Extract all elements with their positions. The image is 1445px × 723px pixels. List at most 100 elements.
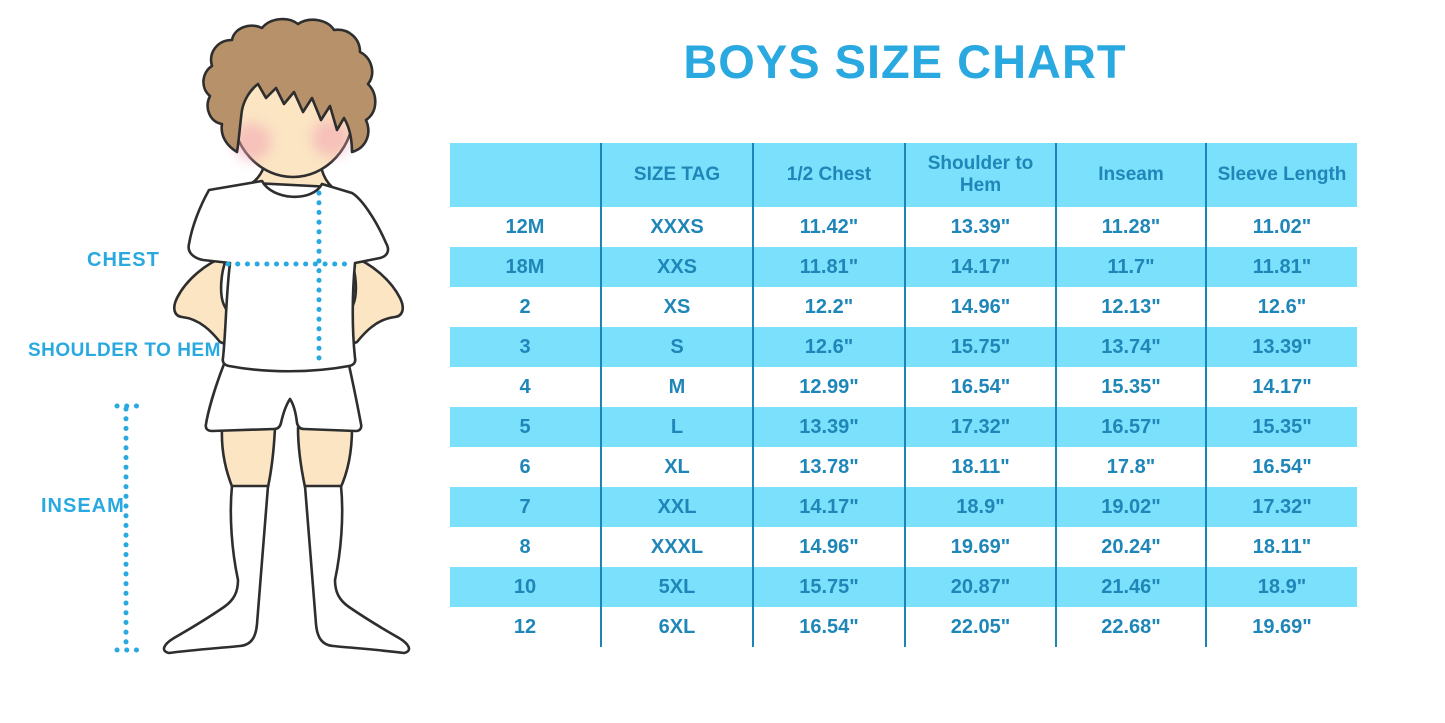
table-cell: 4 [450,367,602,407]
table-row: 5 L 13.39" 17.32" 16.57" 15.35" [450,407,1357,447]
table-cell: 13.39" [905,207,1057,247]
table-cell: 11.81" [1206,247,1357,287]
column-header-half-chest: 1/2 Chest [753,143,906,207]
table-cell: 12.6" [753,327,906,367]
table-cell: 22.68" [1056,607,1207,647]
hair-shape [202,17,377,154]
table-cell: 20.24" [1056,527,1207,567]
table-row: 4 M 12.99" 16.54" 15.35" 14.17" [450,367,1357,407]
table-cell: 14.96" [753,527,906,567]
table-row: 10 5XL 15.75" 20.87" 21.46" 18.9" [450,567,1357,607]
table-cell: 13.39" [753,407,906,447]
table-cell: XL [601,447,754,487]
table-cell: 7 [450,487,602,527]
right-cheek [312,119,350,157]
shorts-shape [204,362,363,433]
table-cell: 6XL [601,607,754,647]
right-arm-shape [341,254,405,349]
size-table-header: SIZE TAG 1/2 Chest Shoulder to Hem Insea… [450,143,1357,207]
table-cell: L [601,407,754,447]
table-cell: 11.81" [753,247,906,287]
table-row: 8 XXXL 14.96" 19.69" 20.24" 18.11" [450,527,1357,567]
table-cell: 21.46" [1056,567,1207,607]
table-cell: 18M [450,247,602,287]
table-cell: 20.87" [905,567,1057,607]
tshirt-shape [187,179,390,373]
shoulder-to-hem-label: SHOULDER TO HEM [28,340,221,361]
table-cell: 11.02" [1252,215,1312,238]
table-cell: 13.74" [1056,327,1207,367]
table-cell: 11.7" [1056,247,1207,287]
page-title: BOYS SIZE CHART [683,35,1127,88]
table-cell: 14.17" [753,487,906,527]
table-row: 7 XXL 14.17" 18.9" 19.02" 17.32" [450,487,1357,527]
table-cell: 17.32" [905,407,1057,447]
table-cell: XS [601,287,754,327]
table-cell: 17.8" [1056,447,1207,487]
table-row: 6 XL 13.78" 18.11" 17.8" 16.54" [450,447,1357,487]
table-cell: 11.28" [1056,207,1207,247]
chest-label: CHEST [87,249,160,271]
header-row: SIZE TAG 1/2 Chest Shoulder to Hem Insea… [450,143,1357,207]
table-cell: 15.75" [753,567,906,607]
table-cell: 16.54" [1252,455,1312,478]
table-cell: 12 [450,607,602,647]
table-cell: 12.6" [1257,295,1307,318]
column-header-size [450,143,602,207]
table-cell: 15.35" [1056,367,1207,407]
right-sock-shape [303,484,411,655]
table-cell: 12M [450,207,602,247]
table-cell: 3 [450,327,602,367]
table-cell: 5 [450,407,602,447]
column-header-shoulder-to-hem: Shoulder to Hem [905,143,1057,207]
table-cell: 14.17" [1252,375,1312,398]
table-cell: 19.02" [1056,487,1207,527]
table-cell: 14.17" [905,247,1057,287]
table-cell: 2 [450,287,602,327]
table-cell: 13.78" [753,447,906,487]
table-cell: 18.9" [1206,567,1357,607]
table-cell: 16.54" [905,367,1057,407]
table-row: 3 S 12.6" 15.75" 13.74" 13.39" [450,327,1357,367]
table-cell: 19.69" [905,527,1057,567]
table-cell: 15.75" [905,327,1057,367]
size-chart-table: SIZE TAG 1/2 Chest Shoulder to Hem Insea… [450,143,1357,647]
table-cell: 12.99" [753,367,906,407]
table-cell: XXXS [601,207,754,247]
table-cell: 18.11" [1252,535,1312,558]
table-cell: 5XL [601,567,754,607]
table-cell: 16.57" [1056,407,1207,447]
table-cell: 11.42" [753,207,906,247]
left-sock-shape [162,484,270,655]
table-cell: 19.69" [1252,615,1312,638]
table-row: 12M XXXS 11.42" 13.39" 11.28" 11.02" [450,207,1357,247]
table-row: 2 XS 12.2" 14.96" 12.13" 12.6" [450,287,1357,327]
table-cell: 12.2" [753,287,906,327]
table-cell: 13.39" [1206,327,1357,367]
table-cell: M [601,367,754,407]
table-cell: 6 [450,447,602,487]
table-row: 12 6XL 16.54" 22.05" 22.68" 19.69" [450,607,1357,647]
table-row: 18M XXS 11.81" 14.17" 11.7" 11.81" [450,247,1357,287]
table-cell: 17.32" [1206,487,1357,527]
table-cell: 14.96" [905,287,1057,327]
table-cell: XXL [601,487,754,527]
column-header-sleeve-length: Sleeve Length [1206,143,1357,207]
boy-measurement-illustration [114,17,411,655]
left-arm-shape [172,254,236,349]
left-leg-shape [220,426,277,491]
table-cell: XXXL [601,527,754,567]
table-cell: 16.54" [753,607,906,647]
left-cheek [233,123,271,161]
size-table-body: 12M XXXS 11.42" 13.39" 11.28" 11.02" 18M XXS 11.… [450,207,1357,647]
column-header-inseam: Inseam [1056,143,1207,207]
table-cell: 8 [450,527,602,567]
table-cell: 10 [450,567,602,607]
table-cell: 18.9" [905,487,1057,527]
table-cell: 15.35" [1206,407,1357,447]
table-cell: 18.11" [905,447,1057,487]
inseam-label: INSEAM [41,495,125,517]
table-cell: S [601,327,754,367]
column-header-size-tag: SIZE TAG [601,143,754,207]
